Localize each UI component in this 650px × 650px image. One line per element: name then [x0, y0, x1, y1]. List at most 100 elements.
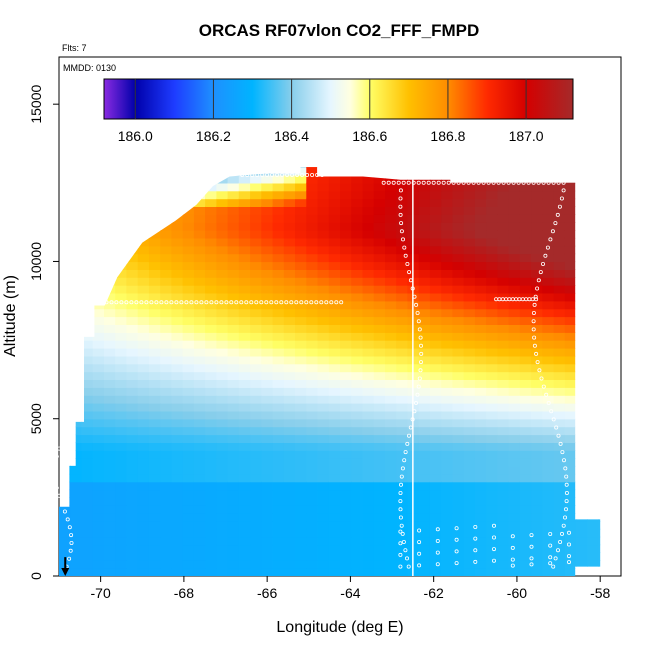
- heatmap-cell: [160, 505, 172, 514]
- heatmap-cell: [340, 497, 352, 506]
- heatmap-cell: [441, 481, 453, 491]
- heatmap-cell: [531, 300, 543, 310]
- heatmap-cell: [497, 300, 510, 310]
- heatmap-cell: [306, 332, 319, 341]
- heatmap-cell: [238, 418, 251, 428]
- heatmap-cell: [463, 316, 476, 325]
- heatmap-cell: [508, 497, 521, 506]
- heatmap-cell: [272, 292, 285, 302]
- heatmap-cell: [474, 324, 487, 333]
- heatmap-cell: [474, 277, 487, 286]
- heatmap-cell: [429, 277, 442, 286]
- heatmap-cell: [171, 300, 184, 310]
- heatmap-cell: [272, 434, 285, 443]
- heatmap-cell: [238, 521, 251, 530]
- heatmap-cell: [553, 348, 566, 357]
- heatmap-cell: [283, 513, 296, 522]
- flight-track-dot: [418, 368, 423, 373]
- heatmap-cell: [295, 395, 307, 404]
- heatmap-cell: [531, 489, 543, 498]
- heatmap-cell: [92, 536, 105, 546]
- heatmap-cell: [238, 237, 251, 247]
- heatmap-cell: [531, 198, 543, 207]
- heatmap-cell: [429, 332, 442, 341]
- heatmap-cell: [250, 489, 262, 498]
- heatmap-cell: [463, 528, 476, 538]
- heatmap-cell: [598, 528, 601, 538]
- heatmap-cell: [564, 426, 577, 436]
- heatmap-cell: [182, 332, 195, 341]
- flight-track-dot: [401, 540, 406, 545]
- flight-track-overlay: [52, 172, 572, 576]
- heatmap-cell: [115, 521, 127, 530]
- heatmap-cell: [306, 528, 319, 538]
- heatmap-cell: [104, 308, 116, 318]
- heatmap-cell: [160, 355, 172, 365]
- heatmap-cell: [227, 237, 240, 247]
- flight-track-dot: [412, 294, 417, 299]
- heatmap-cell: [216, 371, 229, 380]
- y-tick-label: 15000: [28, 85, 44, 124]
- heatmap-cell: [272, 513, 285, 522]
- heatmap-cell: [519, 528, 532, 538]
- heatmap-cell: [160, 528, 172, 538]
- flight-track-dot: [561, 180, 566, 185]
- heatmap-cell: [193, 395, 206, 404]
- heatmap-cell: [508, 489, 521, 498]
- heatmap-cell: [373, 198, 386, 207]
- heatmap-cell: [519, 403, 532, 412]
- heatmap-cell: [542, 489, 555, 498]
- heatmap-cell: [553, 410, 566, 420]
- heatmap-cell: [564, 222, 577, 231]
- heatmap-cell: [396, 403, 408, 412]
- heatmap-cell: [328, 442, 341, 451]
- heatmap-cell: [340, 418, 352, 428]
- heatmap-cell: [328, 285, 341, 294]
- heatmap-cell: [474, 560, 487, 569]
- heatmap-cell: [227, 568, 240, 576]
- heatmap-cell: [250, 426, 262, 436]
- heatmap-cell: [182, 410, 195, 420]
- heatmap-cell: [564, 261, 577, 270]
- heatmap-cell: [508, 245, 521, 255]
- flight-track-dot: [435, 539, 440, 544]
- heatmap-cell: [542, 497, 555, 506]
- flight-track-dot: [454, 561, 459, 566]
- heatmap-cell: [418, 214, 431, 223]
- heatmap-cell: [126, 355, 139, 365]
- heatmap-cell: [328, 465, 341, 475]
- heatmap-cell: [463, 214, 476, 223]
- flight-track-dot: [403, 548, 408, 553]
- heatmap-cell: [227, 316, 240, 325]
- heatmap-cell: [519, 426, 532, 436]
- heatmap-cell: [362, 292, 375, 302]
- heatmap-cell: [283, 332, 296, 341]
- heatmap-cell: [238, 175, 251, 184]
- heatmap-cell: [283, 175, 296, 184]
- heatmap-cell: [227, 214, 240, 223]
- heatmap-cell: [508, 355, 521, 365]
- heatmap-cell: [328, 379, 341, 388]
- heatmap-cell: [385, 245, 397, 255]
- flight-track-dot: [415, 310, 420, 315]
- flight-track-dot: [531, 180, 536, 185]
- heatmap-cell: [385, 371, 397, 380]
- heatmap-cell: [340, 182, 352, 192]
- heatmap-cell: [272, 458, 285, 467]
- heatmap-cell: [160, 403, 172, 412]
- flight-track-dot: [405, 261, 410, 266]
- heatmap-cell: [373, 371, 386, 380]
- heatmap-cell: [441, 182, 453, 192]
- heatmap-cell: [295, 253, 307, 263]
- heatmap-cell: [373, 450, 386, 459]
- heatmap-cell: [227, 528, 240, 538]
- heatmap-cell: [452, 214, 465, 223]
- heatmap-cell: [227, 277, 240, 286]
- heatmap-cell: [418, 198, 431, 207]
- heatmap-cell: [227, 300, 240, 310]
- heatmap-cell: [497, 473, 510, 483]
- flight-track-dot: [564, 507, 569, 512]
- flight-track-dot: [415, 392, 420, 397]
- flight-track-dot: [244, 300, 249, 305]
- flight-track-dot: [564, 490, 569, 495]
